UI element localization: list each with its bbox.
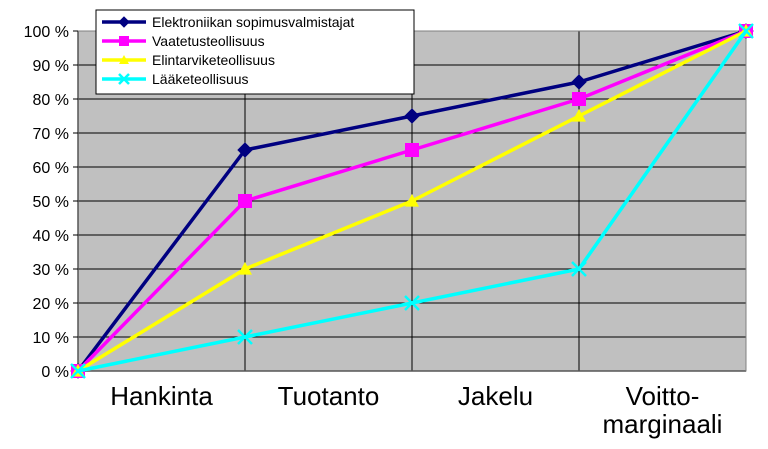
x-tick-label: Voitto-marginaali [603,381,723,439]
data-point-diamond [404,108,420,124]
x-tick-label-line: Voitto- [626,381,700,411]
legend-label: Vaatetusteollisuus [152,33,265,49]
data-point-triangle [238,262,252,275]
x-tick-label: Hankinta [110,381,213,411]
data-point-triangle [119,55,129,64]
data-point-x [571,261,587,277]
data-point-diamond [571,74,587,90]
data-point-x [70,363,86,379]
data-point-triangle [405,194,419,207]
x-tick-label-line: Tuotanto [278,381,380,411]
y-axis-ticks: 0 % 10 % 20 % 30 % 40 % 50 % 60 % 70 % 80 % 90 % 1… [24,24,78,381]
legend-label: Elektroniikan sopimusvalmistajat [152,14,354,30]
data-point-square [405,143,419,157]
data-point-triangle [572,109,586,122]
y-tick-label: 40 % [33,228,69,245]
legend-label: Elintarviketeollisuus [152,52,275,68]
y-tick-label: 70 % [33,126,69,143]
y-tick-label: 90 % [33,58,69,75]
x-tick-label: Jakelu [458,381,533,411]
data-point-square [572,92,586,106]
y-tick-label: 20 % [33,296,69,313]
data-point-x [237,329,253,345]
data-point-x [738,23,754,39]
x-tick-label-line: Hankinta [110,381,213,411]
legend-entry: Vaatetusteollisuus [102,33,265,49]
legend-box [95,9,415,95]
y-tick-label: 60 % [33,160,69,177]
legend-entry: Elektroniikan sopimusvalmistajat [102,14,354,30]
y-tick-label: 50 % [33,194,69,211]
y-tick-label: 100 % [24,24,69,41]
data-point-diamond [237,142,253,158]
x-tick-label: Tuotanto [278,381,380,411]
data-point-diamond [118,16,130,28]
y-tick-label: 0 % [41,364,69,381]
x-axis-ticks: Hankinta Tuotanto Jakelu Voitto-marginaali [110,381,722,439]
legend-entry: Lääketeollisuus [102,71,249,87]
data-point-x [118,73,130,85]
y-tick-label: 80 % [33,92,69,109]
legend: Elektroniikan sopimusvalmistajat Vaatetus… [95,9,415,95]
legend-entry: Elintarviketeollisuus [102,52,275,68]
data-point-x [404,295,420,311]
legend-label: Lääketeollisuus [152,71,249,87]
data-point-square [238,194,252,208]
data-point-square [119,36,129,46]
y-tick-label: 30 % [33,262,69,279]
series-layer [70,23,754,379]
x-tick-label-line: Jakelu [458,381,533,411]
x-tick-label-line: marginaali [603,409,723,439]
series-3 [70,23,754,379]
y-tick-label: 10 % [33,330,69,347]
